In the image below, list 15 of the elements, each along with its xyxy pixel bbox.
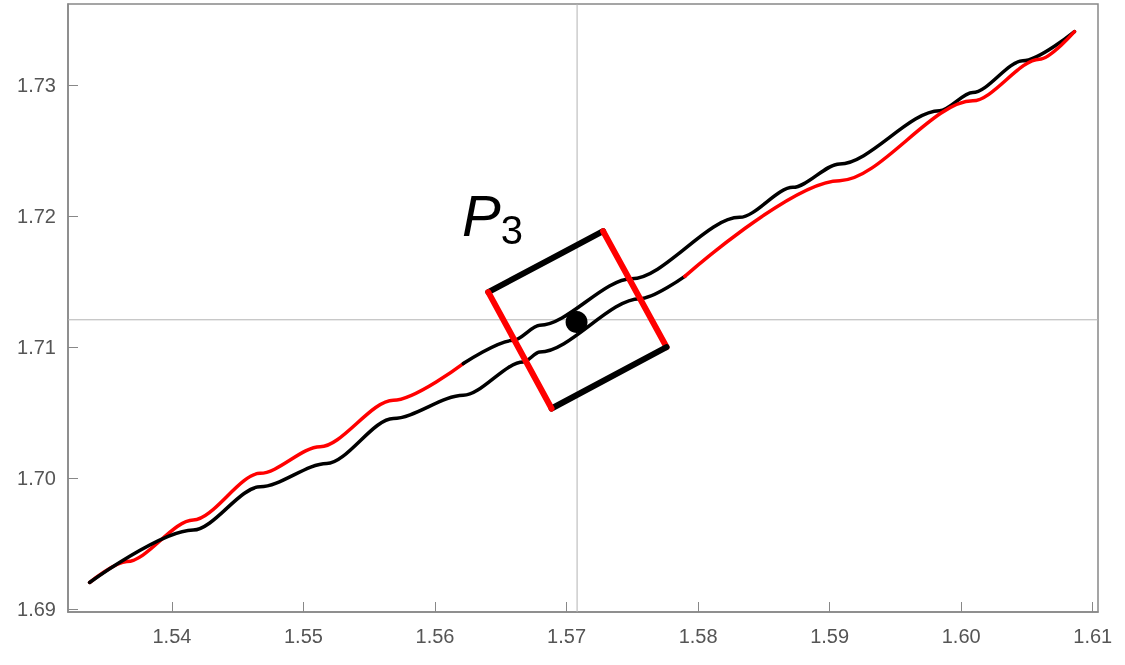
- y-tick-label: 1.71: [17, 336, 56, 359]
- x-tick-label: 1.58: [678, 625, 718, 647]
- y-tick-label: 1.73: [17, 74, 56, 97]
- x-tick-label: 1.61: [1073, 625, 1113, 647]
- x-tick-label: 1.54: [152, 625, 192, 647]
- x-tick-label: 1.57: [547, 625, 587, 647]
- line-series: [683, 29, 1077, 279]
- x-tick-label: 1.56: [415, 625, 455, 647]
- x-tick-label: 1.55: [284, 625, 323, 647]
- x-tick-label: 1.60: [941, 625, 981, 647]
- y-tick-label: 1.70: [17, 467, 56, 490]
- x-tick-label: 1.59: [810, 625, 850, 647]
- y-tick-label: 1.69: [17, 598, 56, 621]
- line-series: [87, 274, 687, 585]
- y-tick-label: 1.72: [17, 205, 56, 228]
